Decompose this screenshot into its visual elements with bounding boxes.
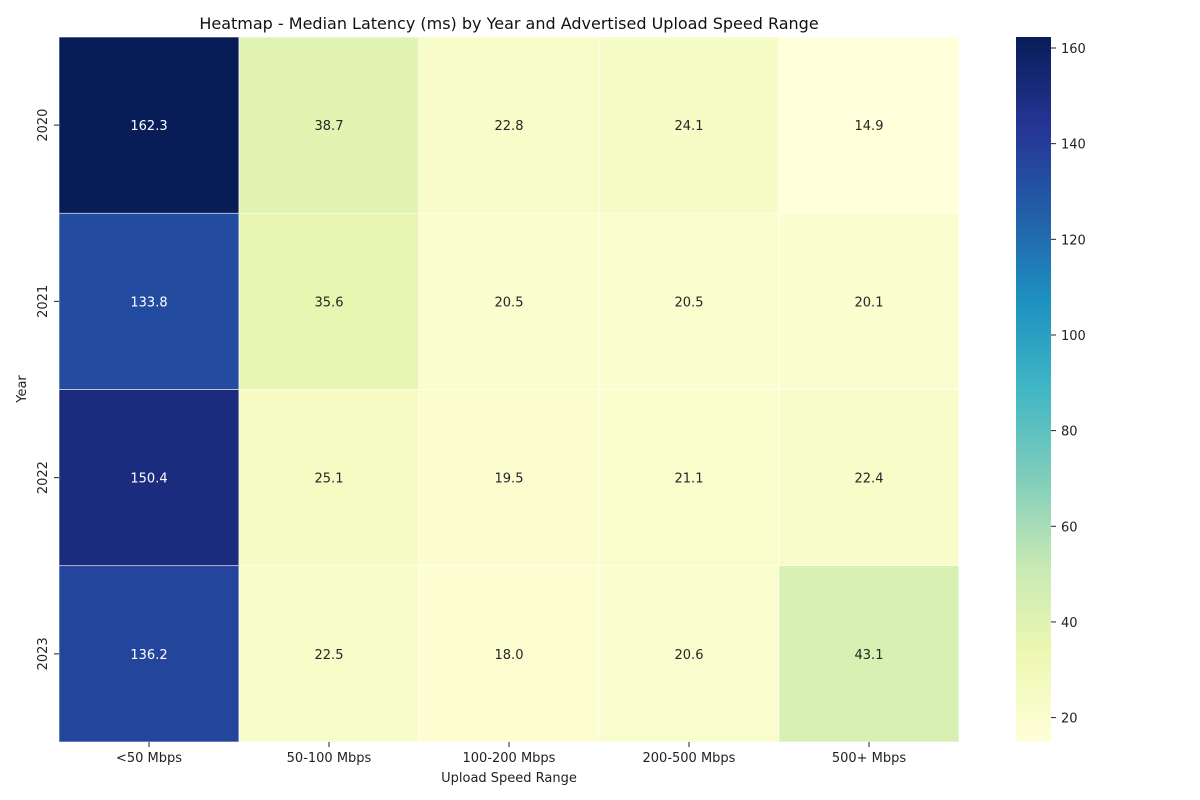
cell-value-label: 35.6 (315, 295, 344, 310)
cell-value-label: 22.5 (315, 648, 344, 663)
heatmap-cell (238, 565, 420, 743)
cell-value-label: 20.1 (855, 295, 884, 310)
y-axis-ticks: 2020 2021 2022 2023 (36, 109, 59, 670)
y-axis-title: Year (15, 375, 30, 404)
heatmap-cell (418, 565, 600, 743)
cell-value-label: 20.5 (675, 295, 704, 310)
cell-value-label: 24.1 (675, 119, 704, 134)
cell-value-label: 162.3 (130, 119, 167, 134)
cell-value-label: 133.8 (130, 295, 167, 310)
cell-value-label: 18.0 (495, 648, 524, 663)
colorbar-tick-label: 120 (1061, 233, 1086, 248)
cell-value-label: 22.4 (855, 472, 884, 487)
cell-value-label: 25.1 (315, 472, 344, 487)
cell-value-label: 20.5 (495, 295, 524, 310)
heatmap-cell (778, 565, 960, 743)
x-tick-label: 100-200 Mbps (463, 751, 556, 766)
heatmap-cell (598, 389, 780, 567)
colorbar-tick-label: 160 (1061, 42, 1086, 57)
heatmap-cell (58, 212, 240, 390)
y-tick-label: 2020 (36, 109, 51, 142)
heatmap-cell (238, 389, 420, 567)
heatmap-cell (778, 212, 960, 390)
heatmap-cell (418, 212, 600, 390)
x-tick-label: 500+ Mbps (832, 751, 907, 766)
cell-value-label: 150.4 (130, 472, 167, 487)
x-axis-ticks: <50 Mbps 50-100 Mbps 100-200 Mbps 200-500 M… (116, 742, 906, 766)
cell-value-label: 136.2 (130, 648, 167, 663)
colorbar-tick-label: 60 (1061, 520, 1078, 535)
colorbar-tick-label: 40 (1061, 616, 1078, 631)
heatmap-cell (238, 36, 420, 214)
colorbar-tick-label: 20 (1061, 712, 1078, 727)
y-tick-label: 2021 (36, 285, 51, 318)
heatmap-cell (58, 565, 240, 743)
colorbar-tick-label: 140 (1061, 138, 1086, 153)
cell-value-label: 14.9 (855, 119, 884, 134)
cell-value-label: 22.8 (495, 119, 524, 134)
cell-value-label: 38.7 (315, 119, 344, 134)
heatmap-cell (238, 212, 420, 390)
cell-value-label: 19.5 (495, 472, 524, 487)
colorbar-tick-label: 80 (1061, 425, 1078, 440)
heatmap-cell (418, 36, 600, 214)
y-tick-label: 2022 (36, 461, 51, 494)
colorbar (1016, 37, 1051, 742)
y-tick-label: 2023 (36, 637, 51, 670)
colorbar-ticks: 20 40 60 80 100 120 140 160 (1051, 42, 1086, 727)
heatmap-cell (418, 389, 600, 567)
heatmap-cell (58, 36, 240, 214)
x-tick-label: 50-100 Mbps (287, 751, 372, 766)
x-tick-label: <50 Mbps (116, 751, 182, 766)
heatmap-cell (778, 36, 960, 214)
cell-value-label: 20.6 (675, 648, 704, 663)
heatmap-cells: 162.3 38.7 22.8 24.1 14.9 133.8 35.6 20.5 20.5 20… (58, 36, 960, 743)
heatmap-cell (598, 565, 780, 743)
x-axis-title: Upload Speed Range (441, 771, 577, 786)
colorbar-tick-label: 100 (1061, 329, 1086, 344)
cell-value-label: 21.1 (675, 472, 704, 487)
chart-title: Heatmap - Median Latency (ms) by Year an… (199, 14, 818, 33)
heatmap-cell (778, 389, 960, 567)
heatmap-cell (598, 36, 780, 214)
x-tick-label: 200-500 Mbps (643, 751, 736, 766)
cell-value-label: 43.1 (855, 648, 884, 663)
